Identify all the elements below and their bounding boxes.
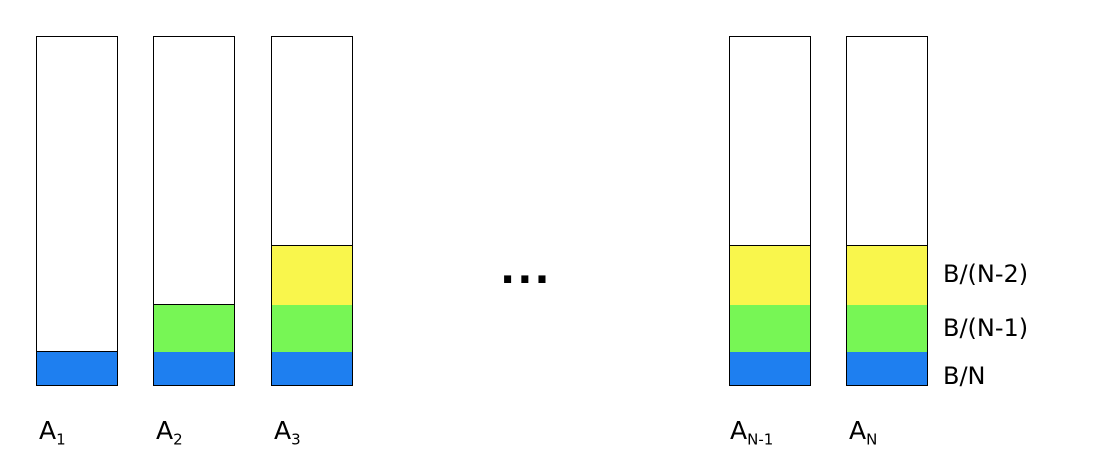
segment-blue <box>847 351 927 385</box>
label-subscript: 1 <box>56 430 66 449</box>
ellipsis: ... <box>500 247 552 293</box>
segment-yellow <box>847 245 927 305</box>
segment-green <box>272 304 352 352</box>
segment-label-blue: B/N <box>943 362 986 390</box>
segment-yellow <box>272 245 352 305</box>
segment-blue <box>37 351 117 385</box>
segment-green <box>730 304 810 352</box>
label-main: A <box>849 416 867 445</box>
segment-blue <box>272 351 352 385</box>
column-label-a3: A3 <box>274 416 301 447</box>
label-subscript: N <box>866 430 878 449</box>
column-label-an: AN <box>849 416 877 447</box>
label-main: A <box>39 416 57 445</box>
segment-yellow <box>730 245 810 305</box>
segment-green <box>154 304 234 352</box>
label-subscript: 2 <box>173 430 183 449</box>
label-main: A <box>730 416 748 445</box>
label-main: A <box>156 416 174 445</box>
label-subscript: N-1 <box>747 430 774 449</box>
segment-label-yellow: B/(N-2) <box>943 260 1029 288</box>
segment-blue <box>154 351 234 385</box>
segment-green <box>847 304 927 352</box>
column-label-an-1: AN-1 <box>730 416 773 447</box>
segment-label-green: B/(N-1) <box>943 314 1029 342</box>
column-an-1 <box>729 36 811 386</box>
segment-blue <box>730 351 810 385</box>
column-a2 <box>153 36 235 386</box>
column-a1 <box>36 36 118 386</box>
label-main: A <box>274 416 292 445</box>
column-an <box>846 36 928 386</box>
column-label-a2: A2 <box>156 416 183 447</box>
column-a3 <box>271 36 353 386</box>
label-subscript: 3 <box>291 430 301 449</box>
column-label-a1: A1 <box>39 416 66 447</box>
